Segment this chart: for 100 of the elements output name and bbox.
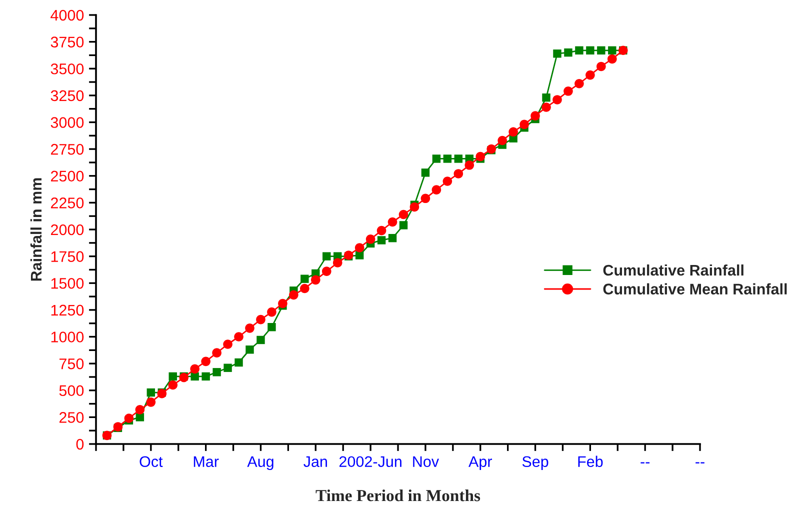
point: [388, 217, 398, 227]
point: [586, 70, 595, 80]
point: [553, 50, 562, 58]
point: [454, 169, 464, 178]
point: [256, 336, 265, 344]
point: [596, 62, 606, 72]
y-tick-label: 1500: [51, 278, 84, 289]
point: [289, 290, 298, 300]
point: [322, 252, 331, 260]
point: [322, 266, 332, 276]
point: [146, 398, 156, 407]
y-tick-label: 3500: [50, 63, 84, 74]
point: [278, 298, 288, 308]
x-tick-label: Jan: [304, 456, 327, 468]
point: [574, 78, 584, 88]
y-tick-label: 250: [59, 412, 84, 423]
point: [443, 154, 452, 163]
point: [300, 284, 310, 294]
point: [366, 234, 376, 244]
point: [234, 332, 244, 342]
point: [376, 226, 386, 236]
point: [234, 358, 243, 367]
point: [355, 251, 364, 260]
point: [564, 86, 573, 96]
point: [608, 46, 616, 54]
x-tick-label: Feb: [578, 456, 603, 468]
point: [268, 322, 276, 332]
point: [377, 236, 386, 244]
point: [168, 380, 178, 390]
point: [399, 221, 408, 230]
y-tick-label: 750: [59, 358, 84, 370]
y-axis-title: Rainfall in mm: [30, 178, 42, 281]
point: [432, 154, 441, 163]
x-tick-label: Mar: [194, 456, 219, 468]
x-tick-label: 2002-Jun: [339, 456, 402, 468]
point: [575, 46, 584, 54]
point: [310, 275, 320, 285]
point: [135, 405, 145, 414]
point: [454, 154, 463, 163]
x-tick-label: Oct: [140, 456, 163, 468]
y-tick-label: 2500: [50, 170, 84, 182]
point: [300, 274, 309, 283]
point: [442, 176, 452, 186]
point: [202, 372, 210, 381]
point: [190, 372, 199, 381]
point: [267, 307, 276, 317]
point: [224, 364, 232, 372]
point: [256, 314, 266, 324]
x-tick-label: --: [640, 462, 650, 464]
x-tick-label: Sep: [522, 456, 548, 470]
point: [245, 324, 254, 333]
point: [398, 210, 408, 220]
point: [388, 234, 397, 242]
x-axis-title: Time Period in Months: [316, 489, 480, 502]
point: [124, 414, 134, 423]
point: [564, 48, 572, 57]
x-tick-label: --: [696, 462, 704, 464]
point: [246, 346, 254, 354]
point: [223, 340, 232, 349]
legend-label: Cumulative Rainfall: [603, 264, 744, 276]
y-tick-label: 2250: [50, 198, 84, 208]
x-tick-label: Apr: [468, 456, 492, 470]
point: [146, 388, 156, 397]
point: [476, 152, 486, 162]
point: [508, 127, 518, 137]
point: [607, 54, 617, 64]
point: [542, 102, 551, 112]
point: [168, 372, 177, 381]
x-tick-label: Aug: [247, 456, 274, 470]
point: [354, 243, 364, 252]
point: [410, 202, 420, 212]
y-tick-label: 2000: [50, 224, 84, 236]
point: [201, 356, 210, 366]
y-tick-label: 2750: [50, 144, 84, 155]
y-tick-label: 3250: [50, 90, 84, 102]
y-tick-label: 1750: [51, 251, 84, 262]
y-tick-label: 3000: [50, 117, 84, 128]
legend-label: Cumulative Mean Rainfall: [603, 283, 787, 294]
point: [586, 46, 594, 54]
point: [530, 111, 540, 120]
point: [212, 368, 221, 376]
point: [190, 364, 200, 374]
point: [597, 46, 606, 54]
y-tick-label: 0: [76, 438, 84, 450]
point: [552, 95, 562, 104]
point: [498, 136, 507, 146]
y-tick-label: 3750: [50, 36, 84, 48]
point: [136, 413, 144, 422]
point: [432, 185, 442, 194]
x-tick-label: Nov: [413, 456, 439, 468]
point: [212, 348, 222, 358]
point: [542, 93, 550, 102]
point: [421, 168, 430, 177]
y-tick-label: 1000: [51, 332, 84, 342]
point: [420, 194, 430, 204]
y-tick-label: 500: [59, 385, 84, 396]
y-tick-label: 4000: [50, 10, 84, 21]
point: [520, 120, 529, 130]
point: [332, 258, 342, 268]
y-tick-label: 1250: [51, 304, 84, 316]
